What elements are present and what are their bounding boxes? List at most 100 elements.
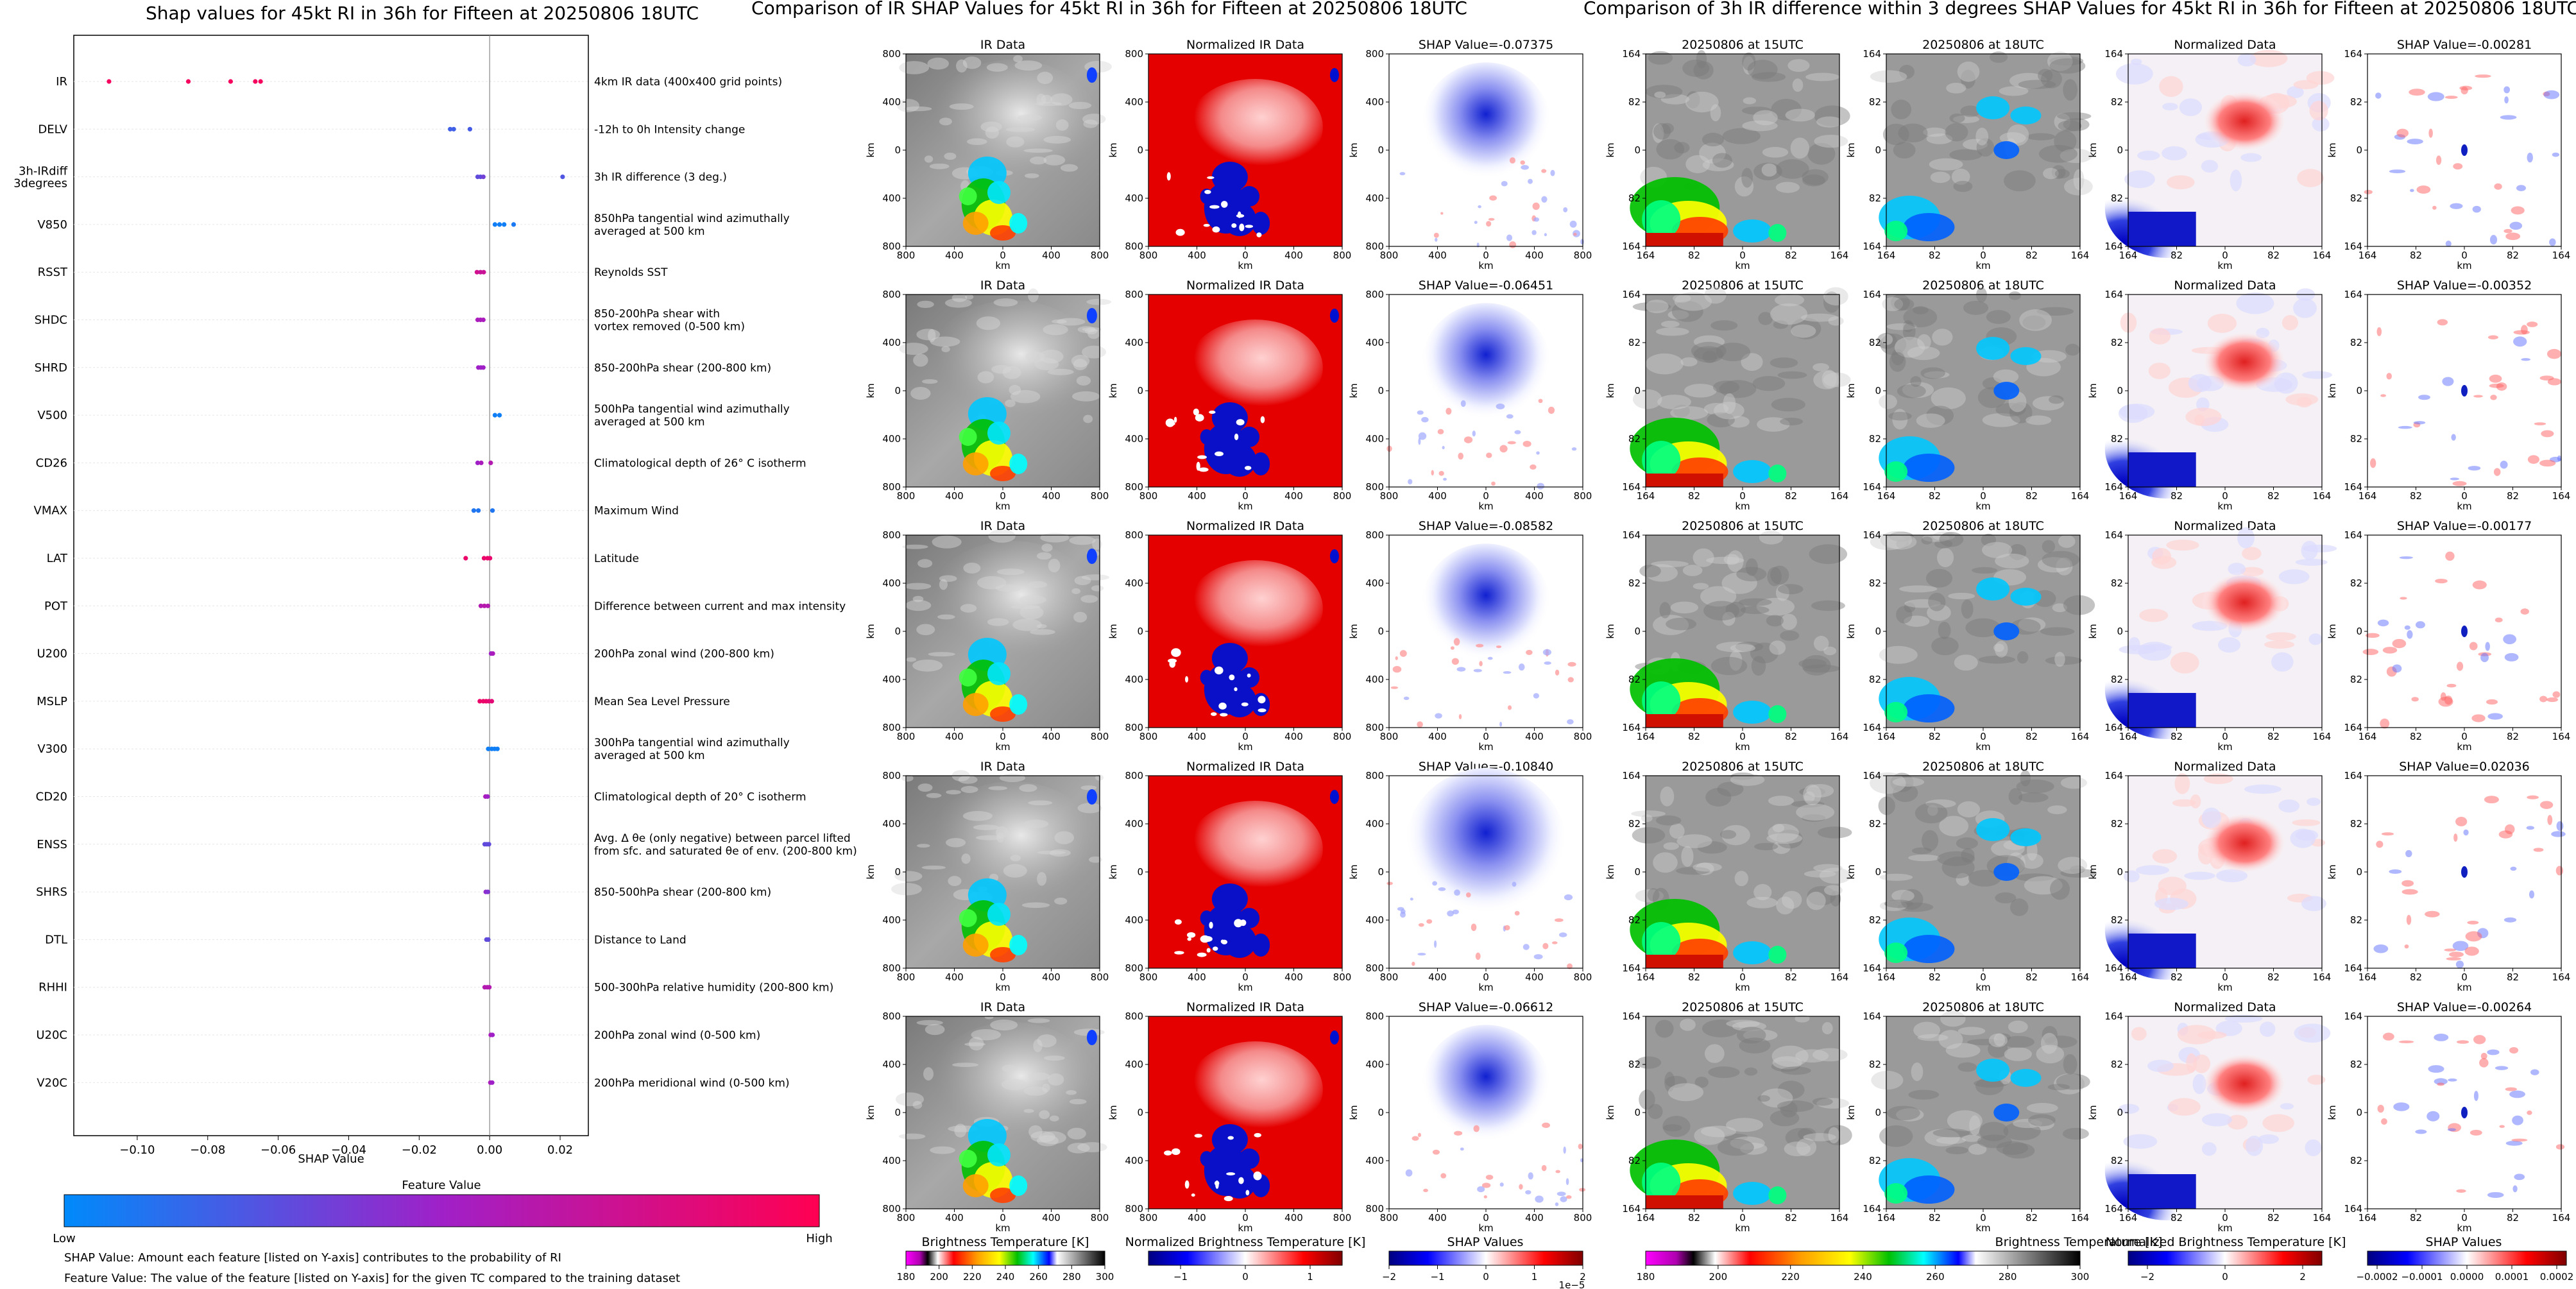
norm-fleck: [1245, 225, 1254, 228]
diff-warm-band: [1646, 233, 1723, 246]
diff-cloud-fleck: [1790, 137, 1809, 159]
diffshap-fleck: [2499, 1125, 2505, 1128]
y-tick-label: 400: [1365, 1059, 1384, 1070]
shap-fleck: [1395, 656, 1398, 660]
shap-feature-name: U200: [37, 647, 67, 661]
diff-cloud-fleck: [1766, 615, 1784, 627]
diff-shap-panel: SHAP Value=-0.00281164164828200828216416…: [2326, 38, 2570, 271]
ir-cb2-ticks: −1 0 1: [1173, 1265, 1313, 1283]
y-tick-label: 82: [1869, 577, 1881, 589]
x-tick-label: 0: [2222, 490, 2228, 502]
diffnorm-fleck: [2217, 637, 2241, 653]
x-tick-label: 0: [1000, 971, 1006, 983]
diff-cloud-fleck: [1892, 783, 1918, 802]
shap-fleck: [1563, 1146, 1566, 1154]
diff-convection-cell: [1768, 224, 1787, 242]
diff-cloud-fleck: [2004, 170, 2036, 192]
x-tick-label: 164: [1637, 971, 1655, 983]
diff-cloud-fleck: [1931, 636, 1959, 656]
x-tick-label: 164: [1877, 250, 1896, 261]
ir-cloud-fleck: [945, 838, 966, 848]
shap-fleck: [1578, 1143, 1583, 1150]
diff-shap-colorbar: [2367, 1251, 2567, 1266]
diff-cloud-fleck: [1806, 891, 1826, 910]
diff-cloud-fleck: [1795, 1014, 1810, 1023]
colorbar-tick-label: 300: [2071, 1271, 2090, 1283]
y-tick-label: 0: [2356, 144, 2362, 156]
diff-cloud-fleck: [1967, 1039, 2004, 1046]
y-tick-label: 800: [882, 241, 901, 252]
diff-cloud-fleck: [1823, 646, 1837, 656]
diffshap-fleck: [2435, 578, 2448, 584]
y-tick-label: 164: [1622, 1011, 1641, 1022]
ir-cloud-swirl: [925, 541, 1100, 676]
diffnorm-fleck: [2148, 363, 2171, 379]
shap-feature-name: IR: [56, 75, 67, 89]
x-tick-label: 0: [1980, 731, 1986, 742]
shap-fleck: [1506, 414, 1514, 419]
diff-cloud-fleck: [1776, 896, 1795, 915]
diff-convection-cell: [1733, 701, 1772, 724]
x-tick-label: 800: [1333, 1212, 1352, 1224]
diff-cloud-fleck: [1702, 1020, 1740, 1037]
x-tick-label: 164: [2552, 1212, 2571, 1224]
ir-convection-cell: [1009, 1175, 1028, 1196]
ir-cold-spot: [1086, 308, 1097, 323]
shap-x-tick-label: 0.00: [477, 1143, 502, 1157]
shap-feature-description: 200hPa zonal wind (0-500 km): [594, 1029, 760, 1042]
x-tick-label: 164: [2071, 250, 2090, 261]
diff-shap-panel: SHAP Value=0.020361641648282008282164164…: [2326, 760, 2570, 993]
diff-cloud-fleck: [1655, 327, 1689, 336]
y-axis-label: km: [2326, 142, 2338, 157]
y-tick-label: 82: [2111, 1059, 2123, 1070]
diffnorm-fleck: [2188, 374, 2212, 393]
diff-cloud-fleck: [1802, 655, 1831, 676]
diff-cloud-fleck: [1728, 416, 1750, 428]
diff-cloud-fleck: [1937, 851, 1975, 866]
diff-cb1-ticks: 180 200 220 240 260 280 300: [1637, 1265, 2090, 1283]
y-tick-label: 82: [2111, 818, 2123, 830]
diffshap-fleck: [2557, 455, 2562, 461]
ir-cloud-fleck: [1085, 328, 1098, 335]
y-axis-label: km: [1605, 142, 1616, 157]
diff-cloud-fleck: [1696, 50, 1707, 69]
y-tick-label: 400: [882, 96, 901, 108]
colorbar-tick-label: 180: [897, 1271, 916, 1283]
diffshap-fleck: [2534, 422, 2546, 425]
y-tick-label: 400: [1125, 914, 1143, 926]
diffnorm-cold-block: [2128, 452, 2196, 487]
x-axis-label: km: [1478, 741, 1493, 753]
ir-cloud-fleck: [1034, 101, 1062, 107]
diffshap-fleck: [2365, 633, 2380, 638]
diff-cloud-fleck: [1726, 1118, 1764, 1132]
panel-title: 20250806 at 15UTC: [1682, 1000, 1804, 1014]
shap-fleck: [1541, 196, 1548, 203]
diffnorm-fleck: [2203, 773, 2233, 785]
y-tick-label: 82: [2111, 674, 2123, 685]
x-tick-label: 82: [2026, 731, 2038, 742]
diff-cloud-fleck: [1742, 120, 1778, 132]
diffnorm-warm-core: [2201, 812, 2287, 874]
diff-cloud-fleck: [1945, 1043, 1981, 1058]
x-tick-label: 800: [897, 250, 916, 261]
diff-cloud-fleck: [1982, 413, 2020, 427]
diff-cloud-fleck: [1823, 291, 1840, 313]
diff-cloud-fleck: [1925, 568, 1953, 588]
shap-point: [481, 317, 486, 323]
diff-warm-band: [1646, 1195, 1723, 1209]
diff-cloud-fleck: [1956, 873, 1970, 886]
y-tick-label: 164: [1863, 962, 1881, 974]
norm-fleck: [1220, 713, 1228, 717]
diff-cloud-fleck: [1704, 286, 1727, 304]
diff-cloud-fleck: [1891, 348, 1905, 366]
norm-cloud-region: [1187, 320, 1323, 416]
ir-cloud-fleck: [1082, 345, 1107, 359]
y-tick-label: 0: [1634, 385, 1641, 397]
norm-fleck: [1214, 1181, 1220, 1186]
diffnorm-fleck: [2166, 540, 2199, 551]
diff-cloud-fleck: [1776, 830, 1803, 849]
shap-fleck: [1432, 1149, 1440, 1155]
ir-cloud-fleck: [1071, 391, 1100, 402]
diffshap-fleck: [2437, 1082, 2444, 1086]
y-tick-label: 400: [1125, 96, 1143, 108]
